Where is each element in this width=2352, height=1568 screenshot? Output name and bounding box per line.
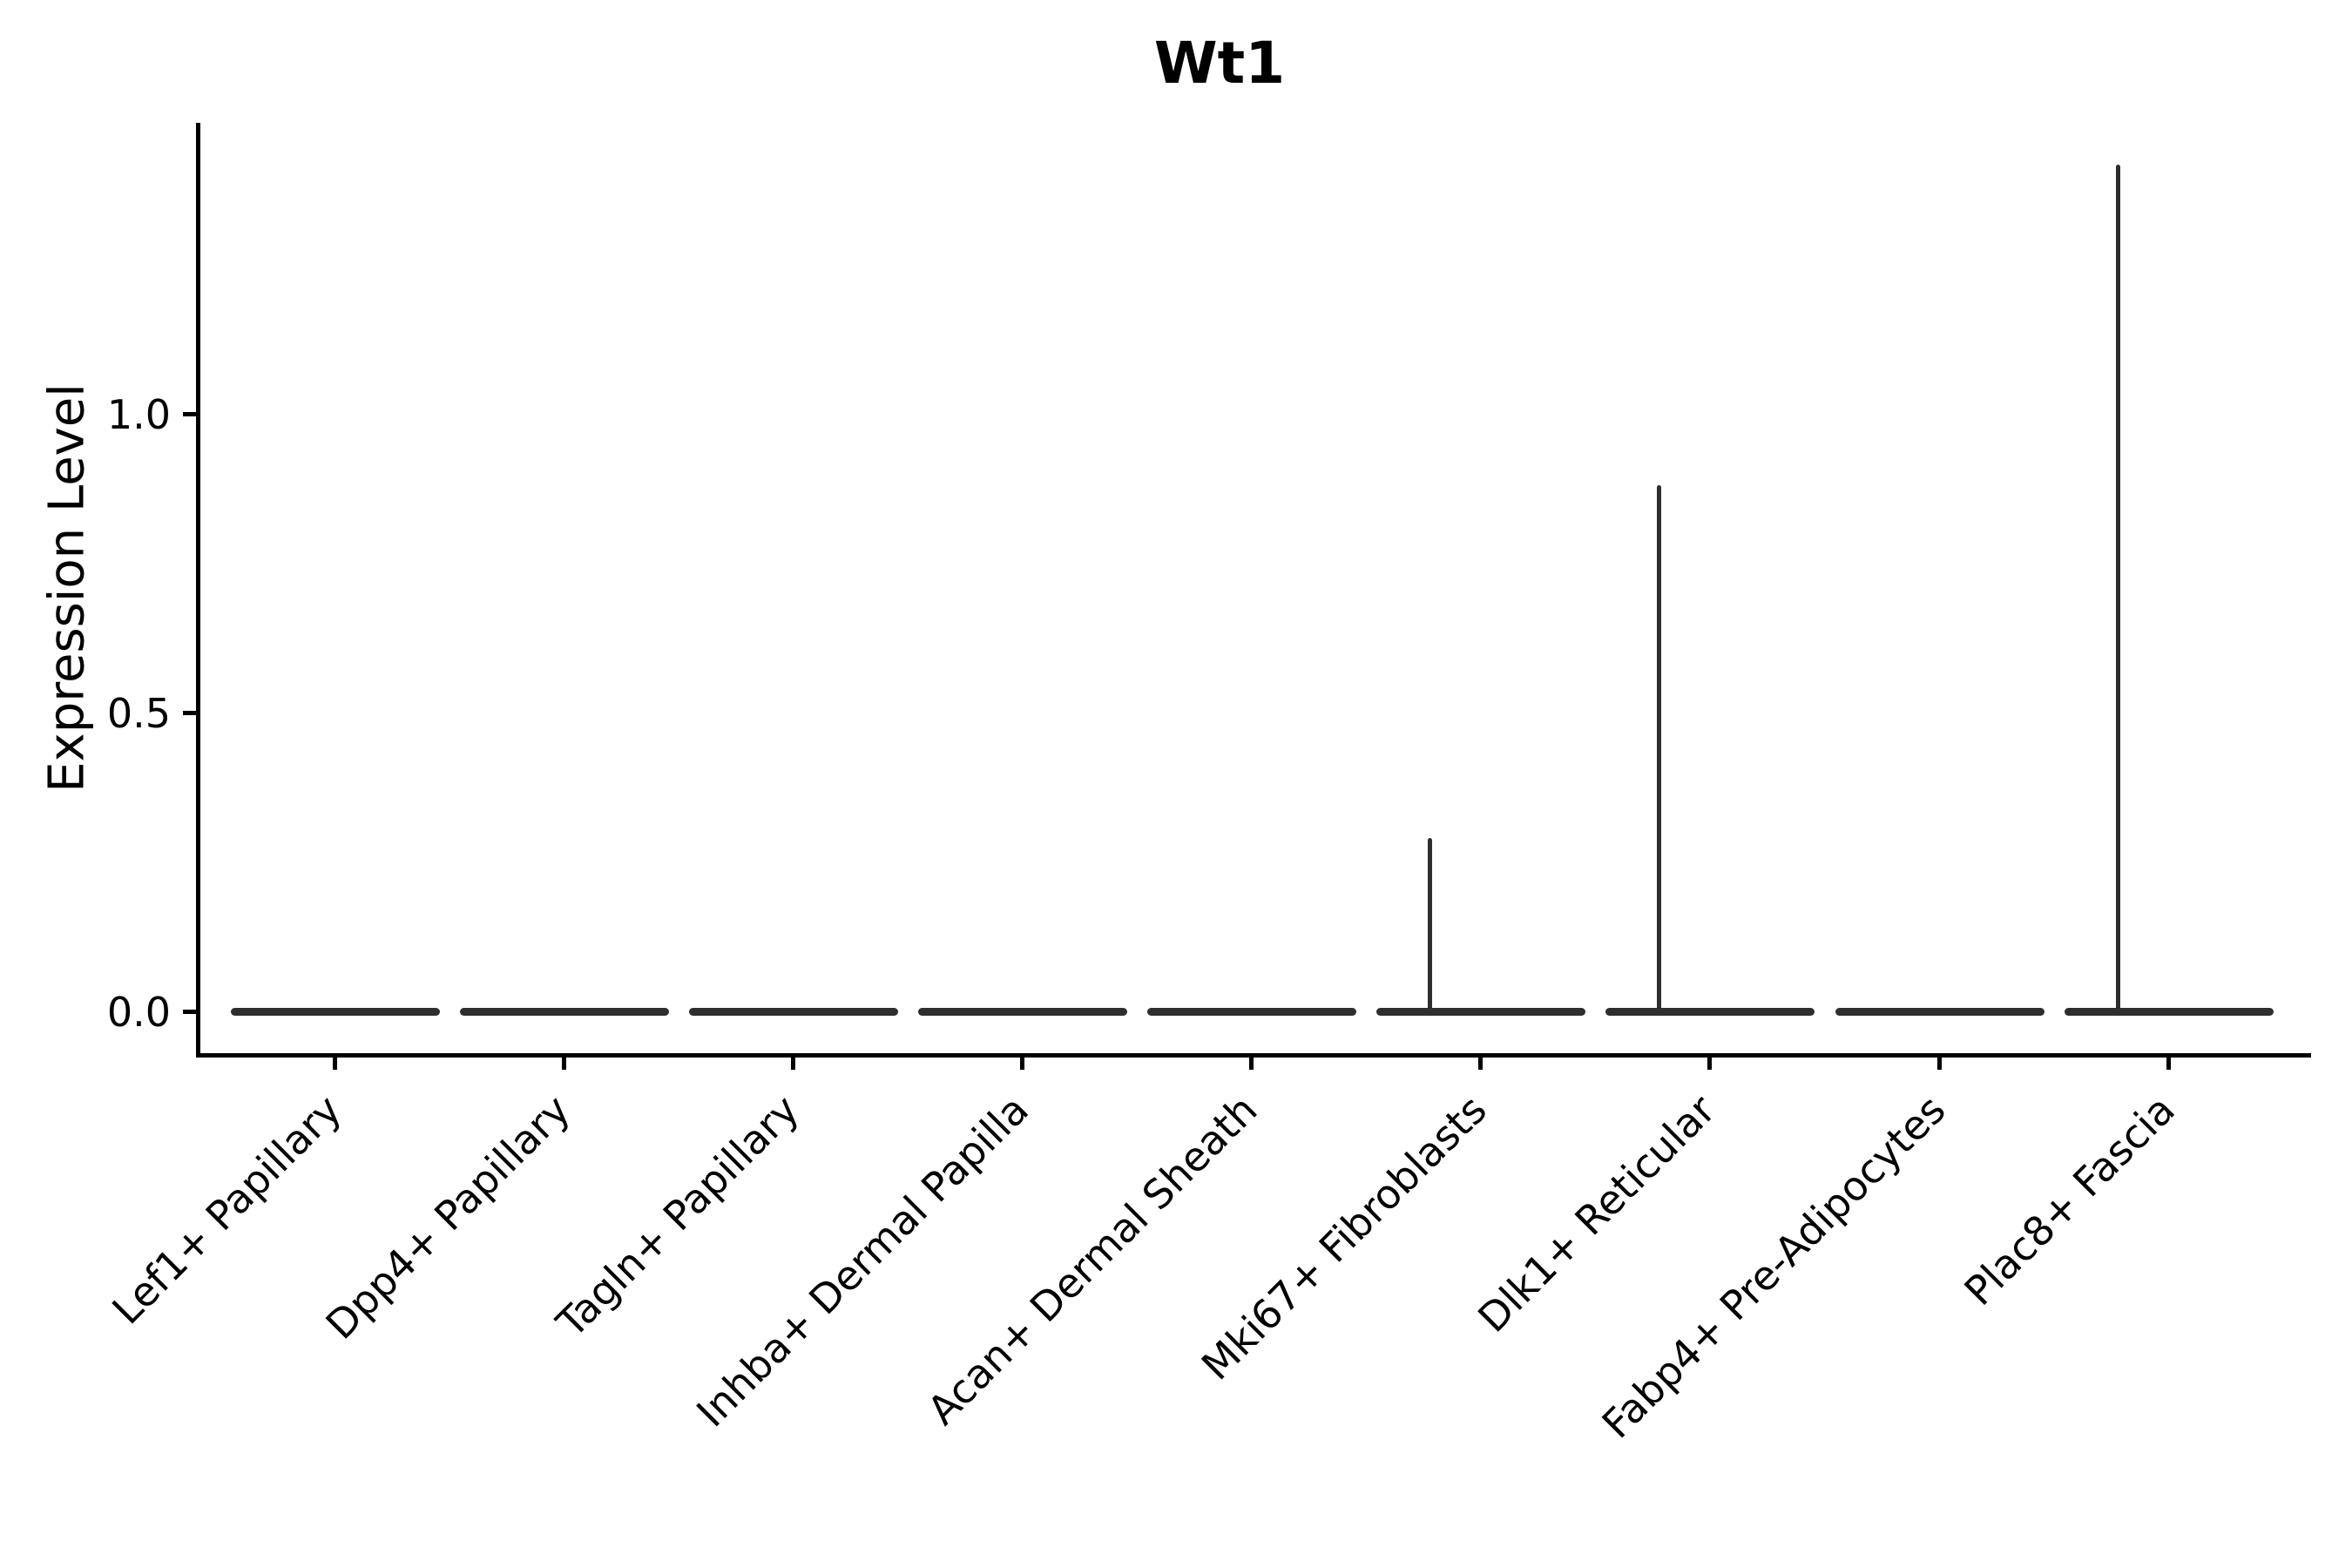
x-axis-spine xyxy=(196,1053,2311,1058)
violin-spike-dlk1-reticular xyxy=(1657,485,1661,1014)
y-tick-0.5 xyxy=(183,711,197,715)
x-tick-1 xyxy=(333,1058,337,1070)
y-tick-0.0 xyxy=(183,1010,197,1014)
violin-body-mki67-fibroblasts xyxy=(1376,1008,1585,1016)
violin-body-acan-dermal-sheath xyxy=(1147,1008,1356,1016)
violin-body-inhba-dermal-papilla xyxy=(918,1008,1127,1016)
x-tick-label-tagln-papillary: Tagln+ Papillary xyxy=(547,1085,808,1347)
x-tick-2 xyxy=(562,1058,566,1070)
x-tick-label-plac8-fascia: Plac8+ Fascia xyxy=(1955,1085,2184,1315)
y-tick-label-0.0: 0.0 xyxy=(106,989,171,1036)
x-tick-label-dlk1-reticular: Dlk1+ Reticular xyxy=(1469,1085,1725,1342)
y-axis-spine xyxy=(196,123,200,1058)
x-tick-label-lef1-papillary: Lef1+ Papillary xyxy=(102,1085,350,1334)
y-tick-label-0.5: 0.5 xyxy=(106,690,171,737)
violin-spike-plac8-fascia xyxy=(2116,165,2120,1014)
x-tick-3 xyxy=(791,1058,795,1070)
violin-body-lef1-papillary xyxy=(231,1008,440,1016)
x-tick-4 xyxy=(1020,1058,1024,1070)
y-tick-label-1.0: 1.0 xyxy=(106,391,171,438)
x-tick-8 xyxy=(1937,1058,1942,1070)
violin-body-plac8-fascia xyxy=(2065,1008,2274,1016)
plot-title: Wt1 xyxy=(1153,30,1286,97)
x-tick-5 xyxy=(1249,1058,1254,1070)
x-tick-7 xyxy=(1707,1058,1712,1070)
x-tick-9 xyxy=(2166,1058,2171,1070)
x-tick-6 xyxy=(1478,1058,1483,1070)
y-tick-1.0 xyxy=(183,412,197,416)
x-tick-label-dpp4-papillary: Dpp4+ Papillary xyxy=(316,1085,579,1348)
violin-body-tagln-papillary xyxy=(689,1008,898,1016)
violin-body-dpp4-papillary xyxy=(460,1008,669,1016)
violin-body-fabp4-pre-adipocytes xyxy=(1835,1008,2044,1016)
violin-spike-mki67-fibroblasts xyxy=(1428,838,1432,1014)
violin-body-dlk1-reticular xyxy=(1605,1008,1815,1016)
